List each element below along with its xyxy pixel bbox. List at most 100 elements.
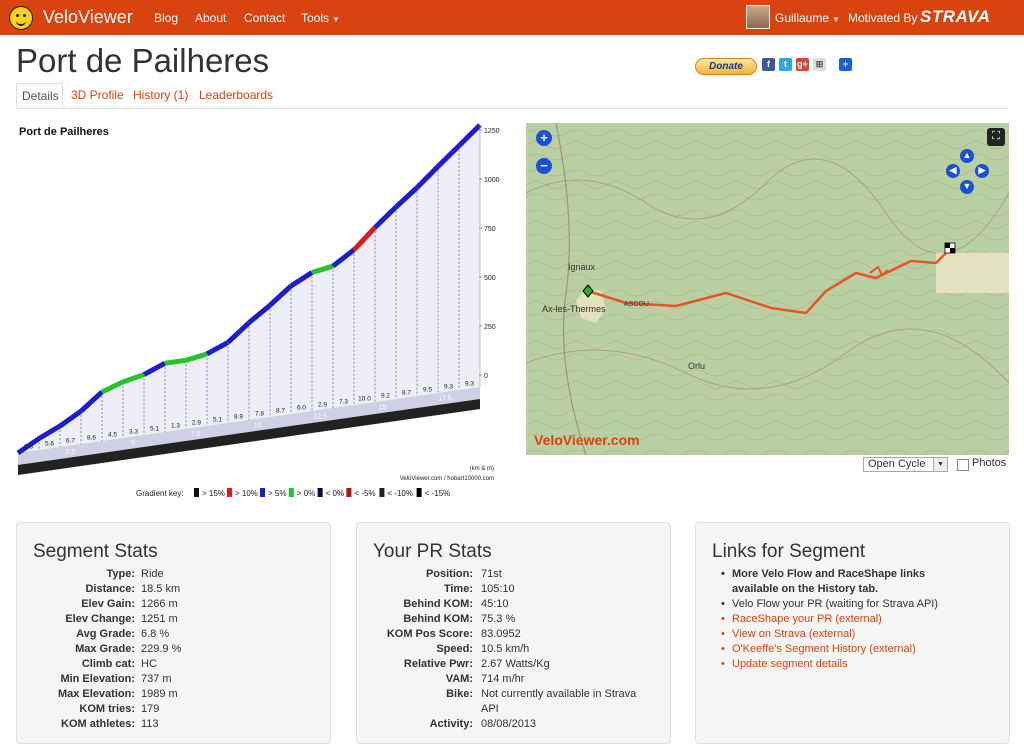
segment-link[interactable]: • Update segment details	[721, 657, 848, 672]
twitter-icon[interactable]: t	[779, 58, 792, 71]
map-svg: Ignaux Ax-les-Thermes ASCOU Orlu VeloVie…	[526, 123, 1009, 455]
pan-up-button[interactable]: ▲	[960, 149, 974, 163]
photos-checkbox[interactable]	[957, 459, 969, 471]
profile-segment	[79, 390, 104, 413]
stat-value: 1989 m	[141, 688, 178, 700]
map-layer-select[interactable]: Open Cycle ▼	[863, 457, 948, 472]
strava-logo[interactable]: STRAVA	[920, 7, 991, 26]
place-ax-les-thermes: Ax-les-Thermes	[542, 304, 606, 314]
tab-details[interactable]: Details	[16, 83, 63, 108]
nav-contact[interactable]: Contact	[244, 11, 286, 25]
stat-value: API	[481, 703, 499, 715]
profile-segment	[394, 185, 419, 209]
nav-about[interactable]: About	[195, 11, 227, 25]
route-line[interactable]	[587, 252, 947, 315]
links-text: available on the History tab.	[732, 582, 878, 597]
gradient-key-item: > 0%	[297, 489, 315, 498]
segment-grade-label: 8.9	[234, 414, 243, 421]
stat-value: 737 m	[141, 673, 172, 685]
pan-left-button[interactable]: ◀	[946, 164, 960, 178]
link-text: RaceShape your PR (external)	[732, 613, 882, 625]
bullet: •	[721, 658, 725, 670]
nav-blog[interactable]: Blog	[154, 11, 179, 25]
tab-3d-profile[interactable]: 3D Profile	[71, 88, 124, 102]
y-tick-label: 0	[484, 373, 488, 380]
gradient-key-swatch	[288, 488, 294, 497]
segment-grade-label: 2.9	[318, 402, 327, 409]
link-text: Update segment details	[732, 658, 848, 670]
km-label: 5	[131, 440, 135, 447]
link-text: More Velo Flow and RaceShape links	[732, 568, 926, 580]
stat-label: Speed:	[436, 643, 473, 655]
segment-link[interactable]: • View on Strava (external)	[721, 627, 856, 642]
pan-down-button[interactable]: ▼	[960, 180, 974, 194]
nav-tools[interactable]: Tools ▼	[301, 11, 340, 25]
motivated-by-text: Motivated By	[848, 11, 918, 25]
segment-stats-title: Segment Stats	[33, 541, 158, 562]
tab-leaderboards[interactable]: Leaderboards	[199, 88, 274, 102]
stat-label: Elev Gain:	[81, 598, 135, 610]
link-text: View on Strava (external)	[732, 628, 856, 640]
route-map[interactable]: Ignaux Ax-les-Thermes ASCOU Orlu VeloVie…	[526, 123, 1009, 455]
segment-grade-label: 5.6	[45, 441, 54, 448]
start-marker-icon[interactable]	[582, 284, 594, 298]
stat-label: Elev Change:	[65, 613, 135, 625]
stat-value: HC	[141, 658, 157, 670]
share-icon[interactable]: ⊞	[813, 58, 826, 71]
zoom-in-button[interactable]: +	[536, 130, 552, 146]
add-icon[interactable]: +	[839, 58, 852, 71]
segment-link[interactable]: • O'Keeffe's Segment History (external)	[721, 642, 916, 657]
y-tick-label: 1000	[484, 177, 500, 184]
map-layer-value: Open Cycle	[868, 458, 926, 470]
pan-right-button[interactable]: ▶	[975, 164, 989, 178]
segment-grade-label: 7.8	[255, 411, 264, 418]
elevation-profile-chart: Port de Pailheres 6.5 5.6 6.7 8.6 4.5 3.3 5.1 1…	[16, 123, 500, 498]
profile-segment	[185, 351, 208, 363]
segment-grade-label: 6.5	[24, 444, 33, 451]
veloviewer-logo-icon[interactable]	[9, 6, 33, 30]
gradient-key-swatch	[317, 488, 323, 497]
stat-label: KOM athletes:	[61, 718, 135, 730]
stat-label: Bike:	[446, 688, 473, 700]
stat-label: VAM:	[445, 673, 473, 685]
link-text: O'Keeffe's Segment History (external)	[732, 643, 916, 655]
user-menu[interactable]: Guillaume ▼	[775, 11, 840, 25]
place-orlu: Orlu	[688, 361, 705, 371]
stat-label: Distance:	[85, 583, 135, 595]
links-text: • More Velo Flow and RaceShape links	[721, 567, 926, 582]
donate-button[interactable]: Donate	[695, 58, 757, 75]
stat-label: Position:	[425, 568, 473, 580]
stat-label: KOM tries:	[79, 703, 135, 715]
chevron-down-icon: ▼	[832, 15, 840, 24]
stat-label: Time:	[443, 583, 473, 595]
facebook-icon[interactable]: f	[762, 58, 775, 71]
stat-value: 45:10	[481, 598, 509, 610]
stat-value: 18.5 km	[141, 583, 181, 595]
brand-name[interactable]: VeloViewer	[43, 7, 133, 27]
stat-label: Max Grade:	[75, 643, 135, 655]
profile-segment	[352, 225, 377, 252]
stat-label: KOM Pos Score:	[386, 628, 473, 640]
gradient-key-swatch	[346, 488, 352, 497]
profile-segment	[457, 123, 482, 148]
zoom-out-button[interactable]: −	[536, 158, 552, 174]
segment-link[interactable]: • RaceShape your PR (external)	[721, 612, 882, 627]
avatar[interactable]	[746, 5, 770, 29]
stat-label: Relative Pwr:	[403, 658, 473, 670]
tab-history[interactable]: History (1)	[133, 88, 189, 102]
gradient-key-item: < -10%	[387, 489, 413, 498]
fullscreen-icon[interactable]: ⛶	[987, 128, 1005, 146]
km-label: 2.5	[66, 449, 76, 456]
stat-value: 75.3 %	[481, 613, 516, 625]
finish-flag-icon[interactable]	[944, 242, 956, 254]
gradient-key-item: < 0%	[326, 489, 344, 498]
gradient-key-swatch	[260, 488, 265, 497]
profile-segment	[58, 409, 83, 429]
profile-segment	[37, 423, 62, 441]
stat-label: Activity:	[429, 718, 473, 730]
profile-segment	[268, 284, 293, 308]
profile-title: Port de Pailheres	[19, 126, 109, 138]
gradient-key-item: > 15%	[202, 489, 225, 498]
gradient-key-swatch	[227, 488, 232, 497]
google-plus-icon[interactable]: g+	[796, 58, 809, 71]
